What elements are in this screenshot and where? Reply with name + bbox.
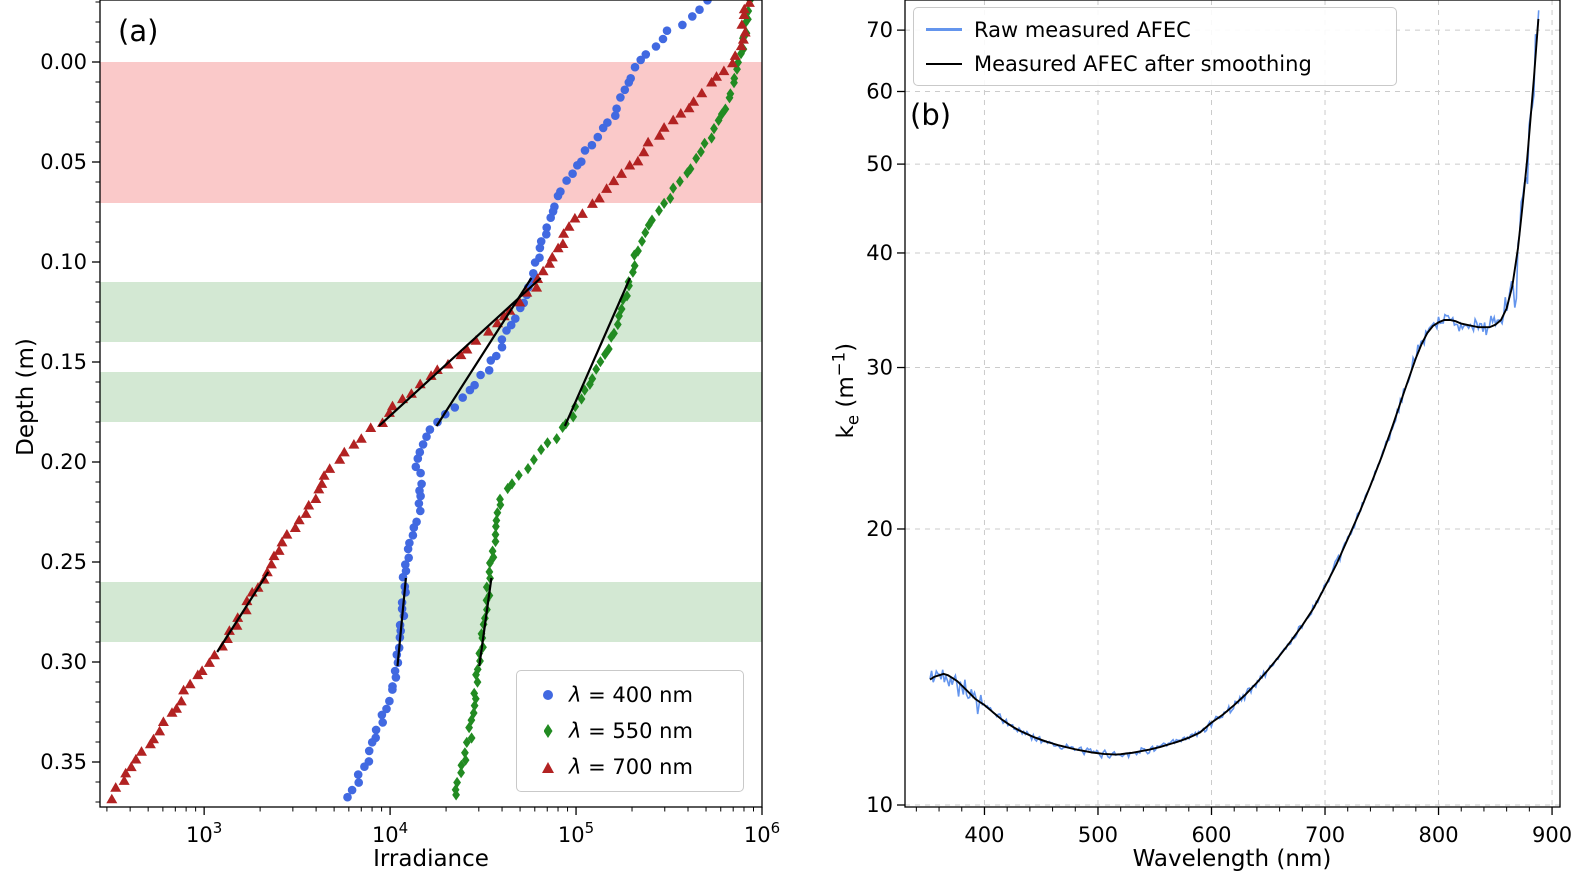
- diamond-marker-icon: [527, 724, 569, 738]
- legend-item-700nm: λ = 700 nm: [527, 749, 733, 785]
- raw-afec-line: [929, 10, 1540, 760]
- raw-line-icon: [926, 28, 962, 31]
- svg-text:105: 105: [558, 819, 594, 847]
- svg-text:0.00: 0.00: [40, 50, 87, 74]
- svg-text:60: 60: [866, 80, 893, 104]
- svg-text:400: 400: [964, 823, 1004, 847]
- panel-b-tag: (b): [910, 98, 952, 132]
- circle-marker-icon: [527, 690, 569, 700]
- legend-label-raw: Raw measured AFEC: [974, 17, 1191, 42]
- svg-text:30: 30: [866, 356, 893, 380]
- svg-text:40: 40: [866, 241, 893, 265]
- svg-text:0.35: 0.35: [40, 750, 87, 774]
- triangle-marker-icon: [527, 761, 569, 773]
- legend-item-raw: Raw measured AFEC: [926, 13, 1384, 47]
- svg-text:900: 900: [1532, 823, 1572, 847]
- legend-panel-a: λ = 400 nm λ = 550 nm λ = 700 nm: [516, 670, 744, 792]
- ke-label-superscript: −1: [829, 351, 849, 377]
- legend-label-700nm: λ = 700 nm: [569, 755, 693, 779]
- svg-text:600: 600: [1191, 823, 1231, 847]
- svg-text:500: 500: [1078, 823, 1118, 847]
- svg-text:103: 103: [186, 819, 222, 847]
- panel-b-plot-area: [929, 10, 1540, 760]
- legend-item-550nm: λ = 550 nm: [527, 713, 733, 749]
- fit-lines: [216, 277, 632, 667]
- svg-text:0.30: 0.30: [40, 650, 87, 674]
- svg-text:0.10: 0.10: [40, 250, 87, 274]
- panel-a-xaxis-title: Irradiance: [373, 846, 489, 872]
- smoothed-line-icon: [926, 62, 962, 65]
- ke-label-mid: (m: [833, 376, 860, 415]
- svg-text:0.05: 0.05: [40, 150, 87, 174]
- svg-text:700: 700: [1305, 823, 1345, 847]
- svg-text:0.25: 0.25: [40, 550, 87, 574]
- svg-text:0.20: 0.20: [40, 450, 87, 474]
- panel-a-tag: (a): [118, 14, 159, 48]
- svg-text:800: 800: [1418, 823, 1458, 847]
- svg-text:0.15: 0.15: [40, 350, 87, 374]
- svg-text:10: 10: [866, 793, 893, 817]
- panel-a-yaxis-title: Depth (m): [13, 338, 39, 456]
- panel-b-xaxis-title: Wavelength (nm): [1132, 846, 1332, 872]
- tick-marks-and-labels: 103 104 105 106 0.00 0.05 0.10 0.15 0.20 0.25 0.30…: [40, 1, 1572, 847]
- axes-spines: [99, 0, 1561, 808]
- series-points-=-400-nm: [343, 0, 712, 802]
- smoothed-afec-line: [929, 18, 1540, 756]
- svg-text:50: 50: [866, 152, 893, 176]
- svg-text:104: 104: [372, 819, 408, 847]
- legend-item-400nm: λ = 400 nm: [527, 677, 733, 713]
- svg-text:20: 20: [866, 517, 893, 541]
- panel-b-yaxis-title: ke (m−1): [829, 301, 862, 481]
- legend-label-550nm: λ = 550 nm: [569, 719, 693, 743]
- panel-a-plot-area: [100, 0, 762, 804]
- svg-text:70: 70: [866, 18, 893, 42]
- legend-panel-b: Raw measured AFEC Measured AFEC after sm…: [913, 7, 1397, 86]
- ke-label-subscript: e: [843, 414, 863, 426]
- legend-item-smoothed: Measured AFEC after smoothing: [926, 47, 1384, 81]
- ke-label-close: ): [833, 342, 860, 352]
- legend-label-smoothed: Measured AFEC after smoothing: [974, 51, 1312, 76]
- svg-text:106: 106: [744, 819, 780, 847]
- ke-label-base: k: [833, 425, 860, 439]
- legend-label-400nm: λ = 400 nm: [569, 683, 693, 707]
- panel-b-grid: [905, 0, 1560, 807]
